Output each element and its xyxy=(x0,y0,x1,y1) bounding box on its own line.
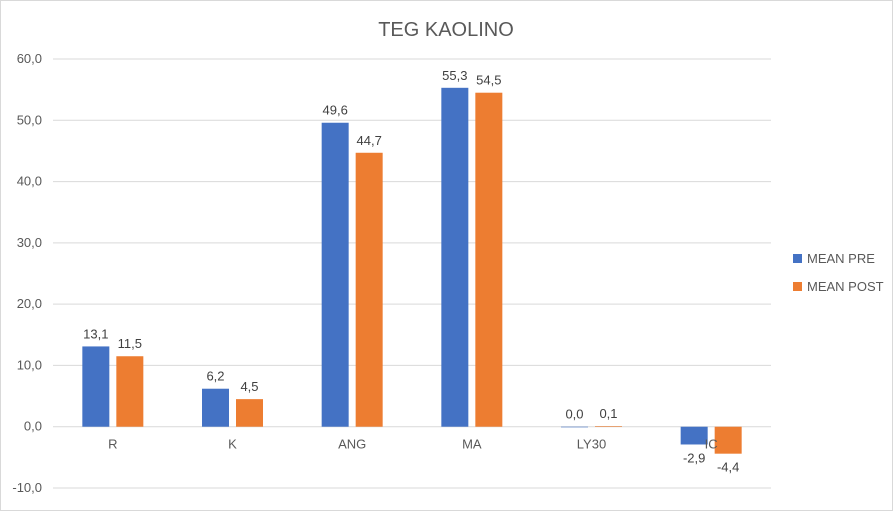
bar-mean-pre xyxy=(202,388,229,427)
y-tick-label: 20,0 xyxy=(17,296,42,311)
data-label: 0,0 xyxy=(565,407,583,422)
x-tick-label: IC xyxy=(705,437,718,452)
x-tick-label: K xyxy=(228,437,237,452)
data-labels: 13,1 11,5 6,2 4,5 49,6 44,7 55,3 54,5 0,0 0,1 -2,9… xyxy=(83,68,739,475)
legend-label: MEAN PRE xyxy=(807,251,875,266)
y-tick-label: 50,0 xyxy=(17,112,42,127)
bars xyxy=(82,87,742,454)
x-tick-label: MA xyxy=(462,437,482,452)
data-label: -2,9 xyxy=(683,450,705,465)
legend-swatch xyxy=(793,282,802,291)
x-tick-label: R xyxy=(108,437,117,452)
y-tick-label: 30,0 xyxy=(17,235,42,250)
bar-mean-post xyxy=(595,426,622,427)
bar-mean-post xyxy=(355,152,383,427)
data-label: -4,4 xyxy=(717,460,739,475)
bar-mean-post xyxy=(714,426,742,454)
legend-label: MEAN POST xyxy=(807,279,884,294)
x-tick-label: LY30 xyxy=(577,437,606,452)
axis-labels: -10,0 0,0 10,0 20,0 30,0 40,0 50,0 60,0 R K ANG MA L… xyxy=(12,51,717,495)
data-label: 44,7 xyxy=(357,133,382,148)
y-tick-label: -10,0 xyxy=(12,480,42,495)
data-label: 6,2 xyxy=(206,369,224,384)
gridlines xyxy=(53,58,771,489)
data-label: 54,5 xyxy=(476,73,501,88)
legend-swatch xyxy=(793,254,802,263)
data-label: 55,3 xyxy=(442,68,467,83)
data-label: 0,1 xyxy=(599,406,617,421)
bar-mean-pre xyxy=(82,346,110,427)
bar-mean-pre xyxy=(680,426,708,445)
bar-mean-post xyxy=(236,399,263,427)
y-tick-label: 40,0 xyxy=(17,174,42,189)
bar-mean-post xyxy=(116,356,144,427)
data-label: 13,1 xyxy=(83,326,108,341)
bar-mean-pre xyxy=(441,87,469,427)
legend: MEAN PRE MEAN POST xyxy=(793,251,884,294)
x-tick-label: ANG xyxy=(338,437,366,452)
y-tick-label: 10,0 xyxy=(17,357,42,372)
bar-mean-post xyxy=(475,92,503,427)
data-label: 49,6 xyxy=(323,103,348,118)
chart-title: TEG KAOLINO xyxy=(378,19,514,41)
y-tick-label: 0,0 xyxy=(24,419,42,434)
bar-mean-pre xyxy=(321,122,349,427)
bar-mean-pre xyxy=(561,426,588,428)
y-tick-label: 60,0 xyxy=(17,51,42,66)
data-label: 11,5 xyxy=(118,336,142,351)
data-label: 4,5 xyxy=(240,379,258,394)
